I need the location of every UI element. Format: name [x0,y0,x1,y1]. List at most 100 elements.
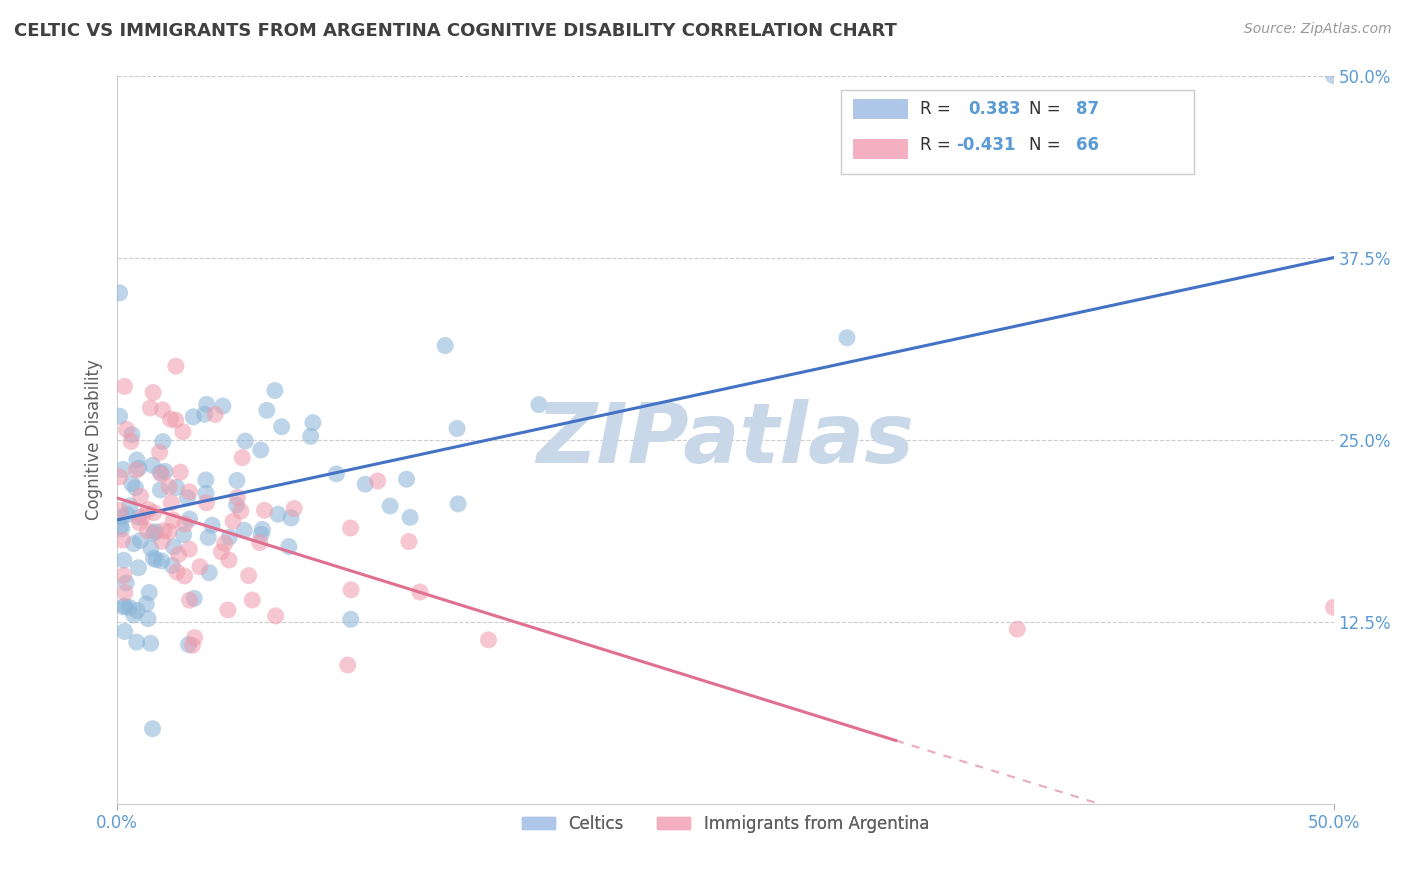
Text: R =: R = [920,100,956,118]
Point [367,474,389,488]
Point [179,512,201,526]
Point [194,473,217,487]
Point [378,499,401,513]
Point [165,413,187,427]
Point [218,530,240,544]
Point [169,465,191,479]
Point [252,523,274,537]
Point [139,401,162,415]
Point [108,409,131,424]
Text: CELTIC VS IMMIGRANTS FROM ARGENTINA COGNITIVE DISABILITY CORRELATION CHART: CELTIC VS IMMIGRANTS FROM ARGENTINA COGN… [14,22,897,40]
Point [231,450,253,465]
Text: Source: ZipAtlas.com: Source: ZipAtlas.com [1244,22,1392,37]
Point [222,514,245,528]
Point [110,519,132,533]
Point [249,442,271,457]
Point [217,603,239,617]
Point [153,524,176,538]
Point [150,554,173,568]
Point [325,467,347,481]
Point [112,599,135,614]
Point [181,638,204,652]
Point [195,397,218,411]
Point [263,384,285,398]
Point [183,591,205,606]
Point [209,545,232,559]
Point [115,508,138,522]
Point [447,497,470,511]
Point [336,658,359,673]
Point [125,603,148,617]
Point [233,434,256,448]
Point [128,516,150,530]
Point [173,517,195,532]
Text: 66: 66 [1076,136,1098,153]
Point [149,483,172,497]
Point [270,419,292,434]
Point [115,422,138,436]
Point [149,466,172,480]
Point [157,524,180,539]
Point [131,509,153,524]
Y-axis label: Cognitive Disability: Cognitive Disability [86,359,103,520]
Text: R =: R = [920,136,956,153]
Point [201,518,224,533]
Point [142,526,165,541]
Point [264,608,287,623]
Point [179,542,201,557]
Point [127,561,149,575]
Point [120,434,142,449]
Point [835,331,858,345]
Point [114,624,136,639]
Point [129,533,152,548]
Point [302,416,325,430]
Text: 87: 87 [1076,100,1098,118]
Point [160,558,183,573]
Point [446,421,468,435]
Point [125,453,148,467]
Point [225,498,247,512]
Point [141,458,163,473]
Point [162,540,184,554]
Point [157,480,180,494]
Point [188,559,211,574]
Point [280,511,302,525]
Point [150,467,173,481]
Point [128,461,150,475]
Point [195,486,218,500]
Point [136,524,159,538]
Point [122,537,145,551]
Point [166,565,188,579]
Point [1007,622,1029,636]
Point [226,474,249,488]
Point [233,523,256,537]
Point [283,501,305,516]
Point [299,429,322,443]
Point [527,398,550,412]
Point [124,481,146,495]
Point [173,569,195,583]
Point [108,503,131,517]
FancyBboxPatch shape [853,99,908,120]
Point [121,427,143,442]
Point [339,612,361,626]
Point [152,402,174,417]
Point [125,635,148,649]
Point [148,445,170,459]
Point [198,566,221,580]
Point [165,481,187,495]
Point [138,585,160,599]
Legend: Celtics, Immigrants from Argentina: Celtics, Immigrants from Argentina [515,808,936,839]
Point [399,510,422,524]
Text: 0.383: 0.383 [969,100,1021,118]
Point [409,585,432,599]
Point [179,593,201,607]
Point [114,379,136,393]
Point [112,553,135,567]
Point [139,636,162,650]
Point [249,535,271,549]
Point [125,463,148,477]
Point [204,408,226,422]
Point [111,462,134,476]
Point [121,476,143,491]
